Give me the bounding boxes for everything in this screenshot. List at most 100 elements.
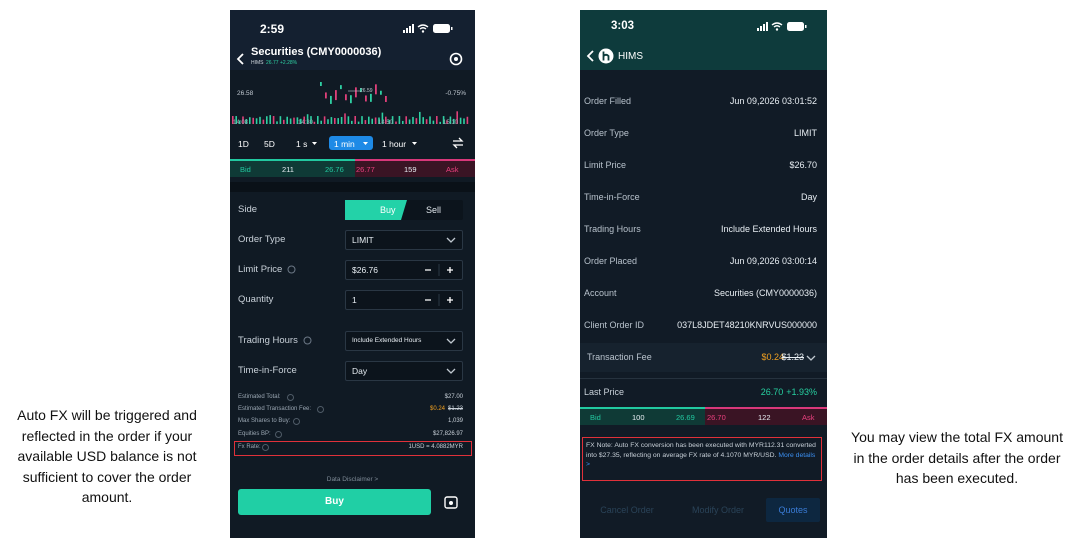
fx-note: FX Note: Auto FX conversion has been exe… — [582, 437, 822, 481]
divider — [580, 378, 827, 379]
volume-bar — [279, 116, 282, 124]
wallet-icon[interactable] — [443, 494, 459, 510]
back-icon[interactable] — [235, 52, 245, 66]
timeframe-tab[interactable]: 1 hour — [382, 139, 407, 149]
side-option-selected[interactable]: Buy — [380, 205, 396, 215]
time-label: 14:50 — [378, 120, 394, 126]
info-icon[interactable] — [274, 431, 282, 438]
volume-bar — [238, 120, 241, 124]
volume-bar — [259, 116, 261, 124]
time-label: 15:10 — [443, 120, 459, 126]
dropdown-caret — [363, 142, 368, 145]
status-icons — [403, 24, 453, 33]
ask-label: Ask — [802, 413, 815, 422]
candle — [350, 95, 352, 104]
side-option[interactable]: Sell — [426, 205, 442, 215]
header-bg — [580, 10, 827, 70]
candle — [360, 88, 362, 93]
volume-bar — [347, 116, 350, 124]
side-toggle[interactable] — [345, 200, 463, 220]
info-icon[interactable] — [262, 444, 270, 451]
time-label: 14:30 — [298, 120, 314, 126]
volume-bar — [449, 116, 452, 124]
detail-value: Jun 09,2026 03:00:14 — [729, 256, 817, 266]
timeframe-tab-active[interactable]: 1 min — [334, 139, 355, 149]
quotes-button[interactable]: Quotes — [766, 498, 820, 522]
order-detail-screen: 3:03 HIMS Order Filled Jun 09,2026 03:01:… — [580, 10, 827, 538]
trading-hours-select[interactable]: Include Extended Hours — [345, 331, 463, 351]
volume-bar — [242, 116, 244, 124]
detail-label: Limit Price — [584, 160, 627, 170]
stepper[interactable] — [423, 264, 459, 276]
info-icon[interactable] — [292, 418, 300, 425]
quote-bar: Bid 100 26.69 26.70 122 Ask — [580, 407, 827, 426]
time-in-force-select[interactable]: Day — [345, 361, 463, 381]
volume-bar — [340, 116, 343, 124]
fx-note-link[interactable]: More details > — [586, 451, 816, 469]
limit-price-input[interactable]: $26.76 — [345, 260, 463, 280]
bid-line — [580, 407, 705, 409]
volume-bar — [419, 111, 421, 124]
settings-icon[interactable] — [448, 51, 464, 67]
expand-chevron[interactable] — [806, 354, 816, 362]
summary-value: $27,826.97 — [432, 431, 463, 437]
candle — [380, 90, 382, 95]
volume-bar — [371, 118, 373, 124]
info-icon[interactable] — [303, 336, 312, 345]
bid-price: 26.69 — [676, 413, 695, 422]
data-disclaimer[interactable]: Data Disclaimer > — [326, 476, 379, 483]
info-icon[interactable] — [287, 265, 296, 274]
volume-bar — [313, 121, 316, 124]
volume-bar — [439, 121, 441, 124]
volume-bar — [425, 119, 428, 124]
candle — [370, 93, 372, 102]
ask-line — [355, 159, 475, 161]
stepper[interactable] — [423, 294, 459, 306]
field-label: Trading Hours — [238, 335, 298, 346]
volume-bar — [320, 120, 322, 124]
volume-bar — [317, 116, 319, 124]
detail-value: Securities (CMY0000036) — [713, 288, 817, 298]
order-type-select[interactable]: LIMIT — [345, 230, 463, 250]
right-caption: You may view the total FX amount in the … — [851, 429, 1063, 486]
fee-original-value: $1.23 — [781, 352, 804, 362]
field-label: Quantity — [238, 294, 274, 305]
info-icon[interactable] — [317, 406, 325, 413]
volume-bar — [232, 116, 234, 124]
company-logo — [598, 48, 614, 64]
volume-bar — [310, 116, 312, 124]
fx-rate-highlight — [234, 441, 472, 456]
back-icon[interactable] — [585, 49, 595, 63]
fee-row-bg[interactable] — [580, 343, 827, 372]
detail-label: Time-in-Force — [584, 192, 640, 202]
cancel-order-button[interactable]: Cancel Order — [600, 505, 654, 515]
select-chevron — [446, 368, 456, 374]
volume-bar — [334, 117, 336, 124]
candle — [385, 95, 387, 102]
modify-order-button[interactable]: Modify Order — [691, 505, 744, 515]
timeframe-tab[interactable]: 1 s — [296, 139, 308, 149]
status-icons — [757, 22, 807, 31]
info-icon[interactable] — [286, 394, 294, 401]
ask-size: 159 — [404, 165, 417, 174]
swap-icon[interactable] — [452, 137, 464, 149]
candle — [365, 95, 367, 102]
detail-value: Day — [800, 192, 817, 202]
timeframe-tab[interactable]: 1D — [238, 139, 249, 149]
field-label: Time-in-Force — [238, 365, 297, 376]
volume-bar — [330, 117, 333, 124]
ticker-change: +2.28% — [280, 60, 298, 66]
timeframe-active-bg[interactable] — [329, 136, 373, 150]
order-summary: Estimated Total: $27.00 Estimated Transact… — [230, 390, 475, 460]
intraday-chart — [232, 82, 469, 124]
time-label: 14:08 — [233, 120, 249, 126]
quantity-input[interactable]: 1 — [345, 290, 463, 310]
volume-bar — [276, 121, 278, 124]
candle — [340, 85, 342, 90]
buy-button[interactable]: Buy — [238, 489, 431, 515]
timeframe-tab[interactable]: 5D — [264, 139, 275, 149]
ticker-price: 26.77 — [266, 60, 279, 66]
summary-value: $0.24 — [429, 406, 445, 412]
summary-label: Equities BP: — [238, 431, 271, 437]
volume-bar — [296, 117, 299, 124]
